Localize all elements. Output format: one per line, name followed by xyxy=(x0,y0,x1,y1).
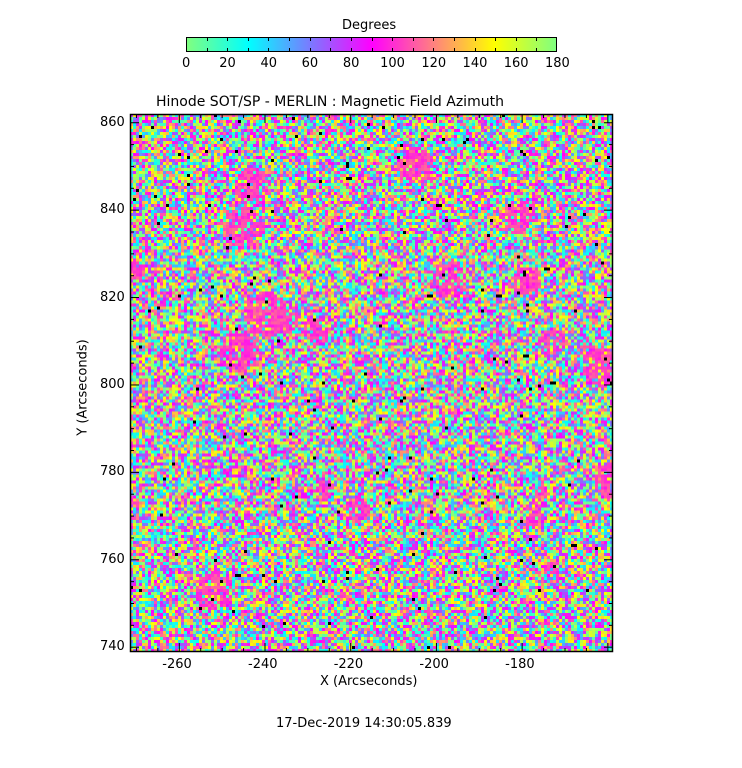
y-tick-label: 740 xyxy=(100,639,125,655)
colorbar-tick-mark xyxy=(433,37,435,41)
colorbar-tick-mark xyxy=(309,37,311,41)
colorbar-tick-mark xyxy=(268,48,270,52)
colorbar-tick-mark xyxy=(412,37,414,41)
colorbar-label: Degrees xyxy=(342,18,397,33)
x-axis-label: X (Arcseconds) xyxy=(320,674,418,689)
colorbar-tick-mark xyxy=(289,48,291,52)
plot-frame xyxy=(129,113,614,653)
colorbar-tick-mark xyxy=(474,48,476,52)
colorbar-tick-mark xyxy=(495,37,497,41)
colorbar-tick-label: 120 xyxy=(421,56,447,71)
colorbar-tick-mark xyxy=(453,48,455,52)
x-tick-label: -240 xyxy=(248,657,278,672)
colorbar-tick-mark xyxy=(412,48,414,52)
y-tick-label: 780 xyxy=(100,464,125,480)
colorbar-tick-mark xyxy=(247,37,249,41)
x-tick-label: -180 xyxy=(505,657,535,672)
colorbar-tick-label: 100 xyxy=(380,56,405,71)
colorbar-tick-label: 140 xyxy=(462,56,488,71)
colorbar-tick-label: 180 xyxy=(545,56,570,71)
colorbar-tick-mark xyxy=(536,48,538,52)
x-tick-label: -200 xyxy=(419,657,449,672)
y-tick-label: 840 xyxy=(100,202,125,218)
colorbar-tick-mark xyxy=(227,37,229,41)
colorbar-tick-mark xyxy=(206,48,208,52)
y-tick-label: 820 xyxy=(100,289,125,305)
colorbar-tick-label: 160 xyxy=(503,56,529,71)
colorbar-tick-mark xyxy=(371,48,373,52)
colorbar-tick-mark xyxy=(392,48,394,52)
colorbar-tick-mark xyxy=(227,48,229,52)
colorbar-tick-mark xyxy=(453,37,455,41)
colorbar-tick-mark xyxy=(330,37,332,41)
chart-title: Hinode SOT/SP - MERLIN : Magnetic Field … xyxy=(156,94,504,110)
colorbar-tick-mark xyxy=(350,48,352,52)
y-tick-label: 800 xyxy=(100,376,125,392)
colorbar-tick-label: 0 xyxy=(182,56,191,71)
colorbar-tick-mark xyxy=(289,37,291,41)
colorbar-tick-label: 40 xyxy=(260,56,277,71)
colorbar-tick-label: 60 xyxy=(301,56,319,71)
y-tick-label: 860 xyxy=(100,114,125,130)
colorbar-tick-mark xyxy=(536,37,538,41)
colorbar-tick-mark xyxy=(392,37,394,41)
colorbar-tick-mark xyxy=(433,48,435,52)
colorbar-tick-label: 20 xyxy=(219,56,236,71)
colorbar-tick-mark xyxy=(309,48,311,52)
colorbar-tick-mark xyxy=(495,48,497,52)
colorbar-tick-mark xyxy=(474,37,476,41)
colorbar-tick-mark xyxy=(268,37,270,41)
colorbar-tick-mark xyxy=(515,37,517,41)
colorbar-tick-mark xyxy=(350,37,352,41)
y-tick-label: 760 xyxy=(100,551,125,567)
x-tick-label: -260 xyxy=(162,657,192,672)
colorbar-tick-mark xyxy=(330,48,332,52)
plot-area xyxy=(129,113,614,653)
colorbar-tick-label: 80 xyxy=(342,56,360,71)
plot-axes xyxy=(129,113,614,653)
colorbar-tick-mark xyxy=(371,37,373,41)
colorbar-tick-mark xyxy=(515,48,517,52)
y-axis-label: Y (Arcseconds) xyxy=(75,339,91,436)
colorbar-tick-mark xyxy=(247,48,249,52)
timestamp: 17-Dec-2019 14:30:05.839 xyxy=(276,716,452,731)
azimuth-heatmap xyxy=(130,114,613,652)
colorbar-tick-mark xyxy=(206,37,208,41)
x-tick-label: -220 xyxy=(333,657,364,672)
